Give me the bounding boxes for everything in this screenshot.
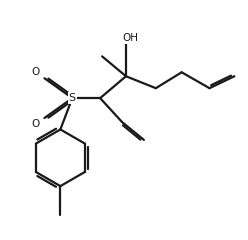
Text: O: O bbox=[31, 119, 40, 129]
Text: S: S bbox=[69, 93, 76, 103]
Text: O: O bbox=[31, 67, 40, 77]
Text: OH: OH bbox=[122, 33, 138, 43]
